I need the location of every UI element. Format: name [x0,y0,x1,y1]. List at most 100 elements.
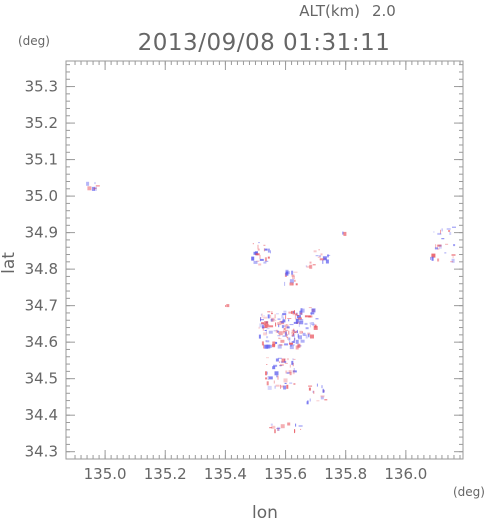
echo-point [264,330,267,331]
echo-point [437,247,440,250]
echo-point [291,334,293,337]
echo-point [319,258,324,261]
echo-point [292,276,295,280]
echo-point [293,383,296,385]
echo-point [286,333,288,336]
echo-point [431,253,436,258]
echo-point [291,335,295,337]
echo-point [293,271,298,273]
echo-point [316,383,318,387]
echo-point [296,314,299,316]
echo-point [342,231,344,235]
y-tick-label: 35.0 [25,187,58,205]
echo-point [274,314,276,319]
echo-point [320,395,325,398]
echo-point [310,334,314,339]
echo-point [275,319,277,321]
echo-point [441,228,443,232]
echo-point [274,371,279,376]
echo-point [312,322,314,326]
echo-point [275,322,277,327]
echo-point [445,243,449,245]
echo-point [284,343,289,346]
echo-point [289,342,293,345]
echo-point [265,340,267,343]
echo-point [451,258,455,263]
echo-point [95,185,100,187]
echo-point [282,335,287,337]
echo-point [311,308,316,313]
echo-point [289,372,292,376]
echo-point [87,186,92,191]
echo-point [297,317,302,319]
echo-point [288,337,291,341]
echo-point [261,322,265,325]
echo-point [225,305,227,307]
echo-point [284,362,288,364]
echo-point [277,344,282,349]
echo-point [93,188,95,190]
echo-point [435,244,437,249]
echo-point [285,332,287,337]
radar-echo-points [86,181,456,434]
echo-point [300,308,303,311]
echo-point [293,330,295,331]
echo-point [321,385,323,389]
echo-point [446,228,451,230]
echo-point [267,256,270,259]
echo-point [253,251,258,255]
echo-point [319,255,321,257]
echo-point [295,423,297,427]
echo-point [313,250,317,253]
echo-point [296,315,301,319]
echo-point [263,244,266,246]
echo-point [263,315,265,317]
echo-point [293,310,295,314]
echo-point [431,256,434,261]
echo-point [322,256,327,261]
echo-point [264,257,267,262]
echo-point [289,345,294,350]
echo-point [258,326,260,329]
echo-point [309,398,311,402]
echo-point [303,334,307,336]
echo-point [273,330,278,332]
echo-point [277,427,279,431]
echo-point [264,321,269,326]
echo-point [309,261,312,264]
echo-point [291,360,294,365]
plot-border [65,60,464,460]
echo-point [251,256,255,261]
echo-point [302,332,306,336]
echo-point [270,314,272,318]
y-axis-ticks: 34.3 34.4 34.5 34.6 34.7 34.8 34.9 35.0 35.1 35.2… [25,64,463,461]
echo-point [430,256,432,260]
echo-point [293,368,295,371]
echo-point [265,329,267,334]
echo-point [284,331,286,333]
x-axis-ticks: 135.0 135.2 135.4 135.6 135.8 136.0 [74,61,461,483]
echo-point [283,385,287,390]
echo-point [265,260,269,262]
echo-point [285,271,290,275]
echo-point [298,425,303,427]
echo-point [266,357,269,359]
echo-point [433,231,435,233]
echo-point [308,307,312,309]
echo-point [252,243,254,245]
echo-point [300,339,305,343]
echo-point [262,324,265,328]
echo-point [451,254,456,256]
echo-point [304,322,308,325]
echo-point [253,260,258,264]
echo-point [283,328,286,330]
echo-point [267,376,269,380]
echo-point [305,334,308,339]
echo-point [305,327,309,330]
echo-point [320,253,323,256]
echo-point [263,261,267,264]
echo-point [300,309,302,312]
echo-point [284,382,287,384]
echo-point [437,258,440,262]
echo-point [322,389,325,393]
